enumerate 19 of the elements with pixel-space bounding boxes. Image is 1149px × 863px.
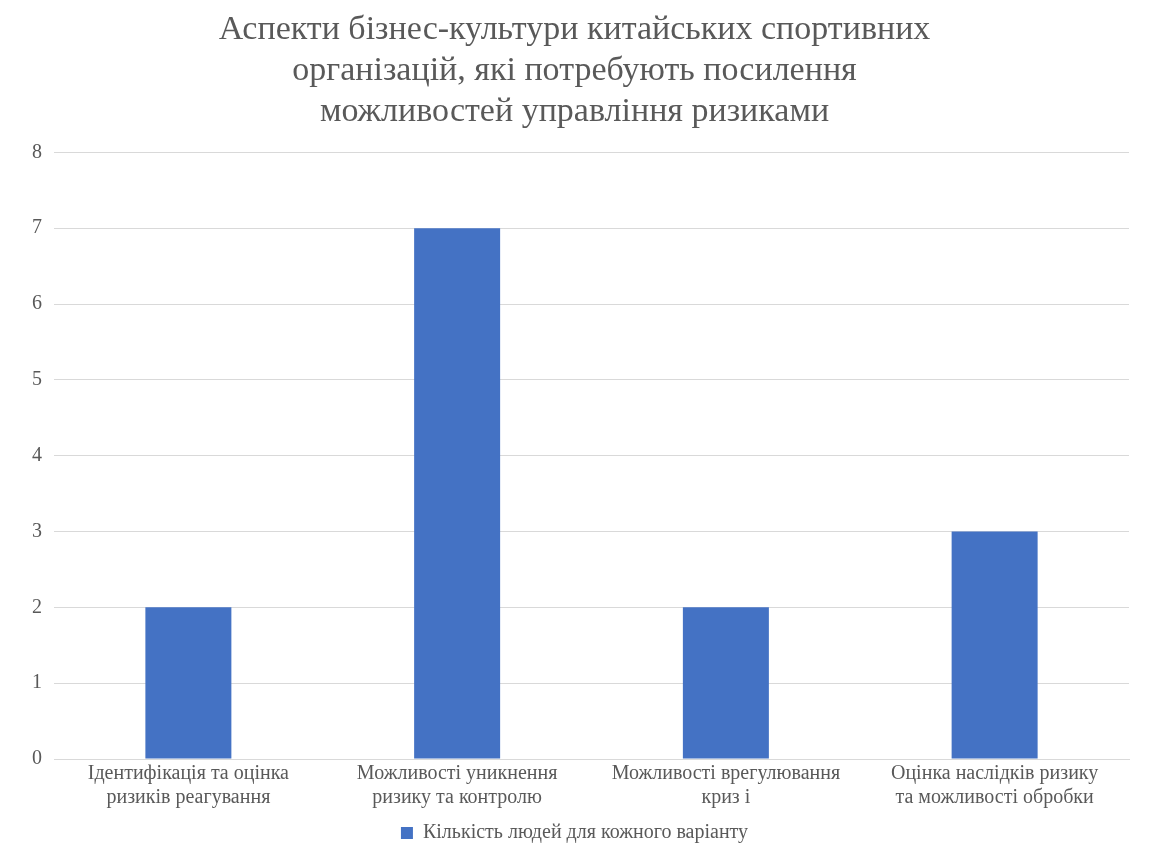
chart-title: Аспекти бізнес-культури китайських спортивних організацій, які потребують посилення можливостей управління ризиками (218, 9, 931, 128)
legend-label: Кількість людей для кожного варіанту (422, 820, 749, 844)
x-tick-label: Ідентифікація та оцінка ризиків реагування (87, 761, 290, 809)
y-tick-label: 8 (32, 139, 42, 162)
bar (145, 607, 232, 759)
y-tick-label: 1 (32, 670, 42, 693)
x-tick-label: Можливості врегулювання криз і (611, 761, 841, 809)
x-tick-label: Оцінка наслідків ризику та можливості обробки (890, 761, 1099, 809)
bar (682, 607, 769, 759)
y-tick-label: 7 (32, 215, 42, 238)
y-tick-label: 4 (32, 442, 42, 465)
bar (414, 228, 501, 759)
bar (951, 531, 1038, 759)
y-tick-label: 6 (32, 291, 42, 314)
y-tick-label: 2 (32, 594, 42, 617)
x-tick-label: Можливості уникнення ризику та контролю (356, 761, 558, 809)
y-tick-label: 5 (32, 367, 42, 390)
y-tick-label: 3 (32, 518, 42, 541)
y-tick-label: 0 (32, 746, 42, 769)
